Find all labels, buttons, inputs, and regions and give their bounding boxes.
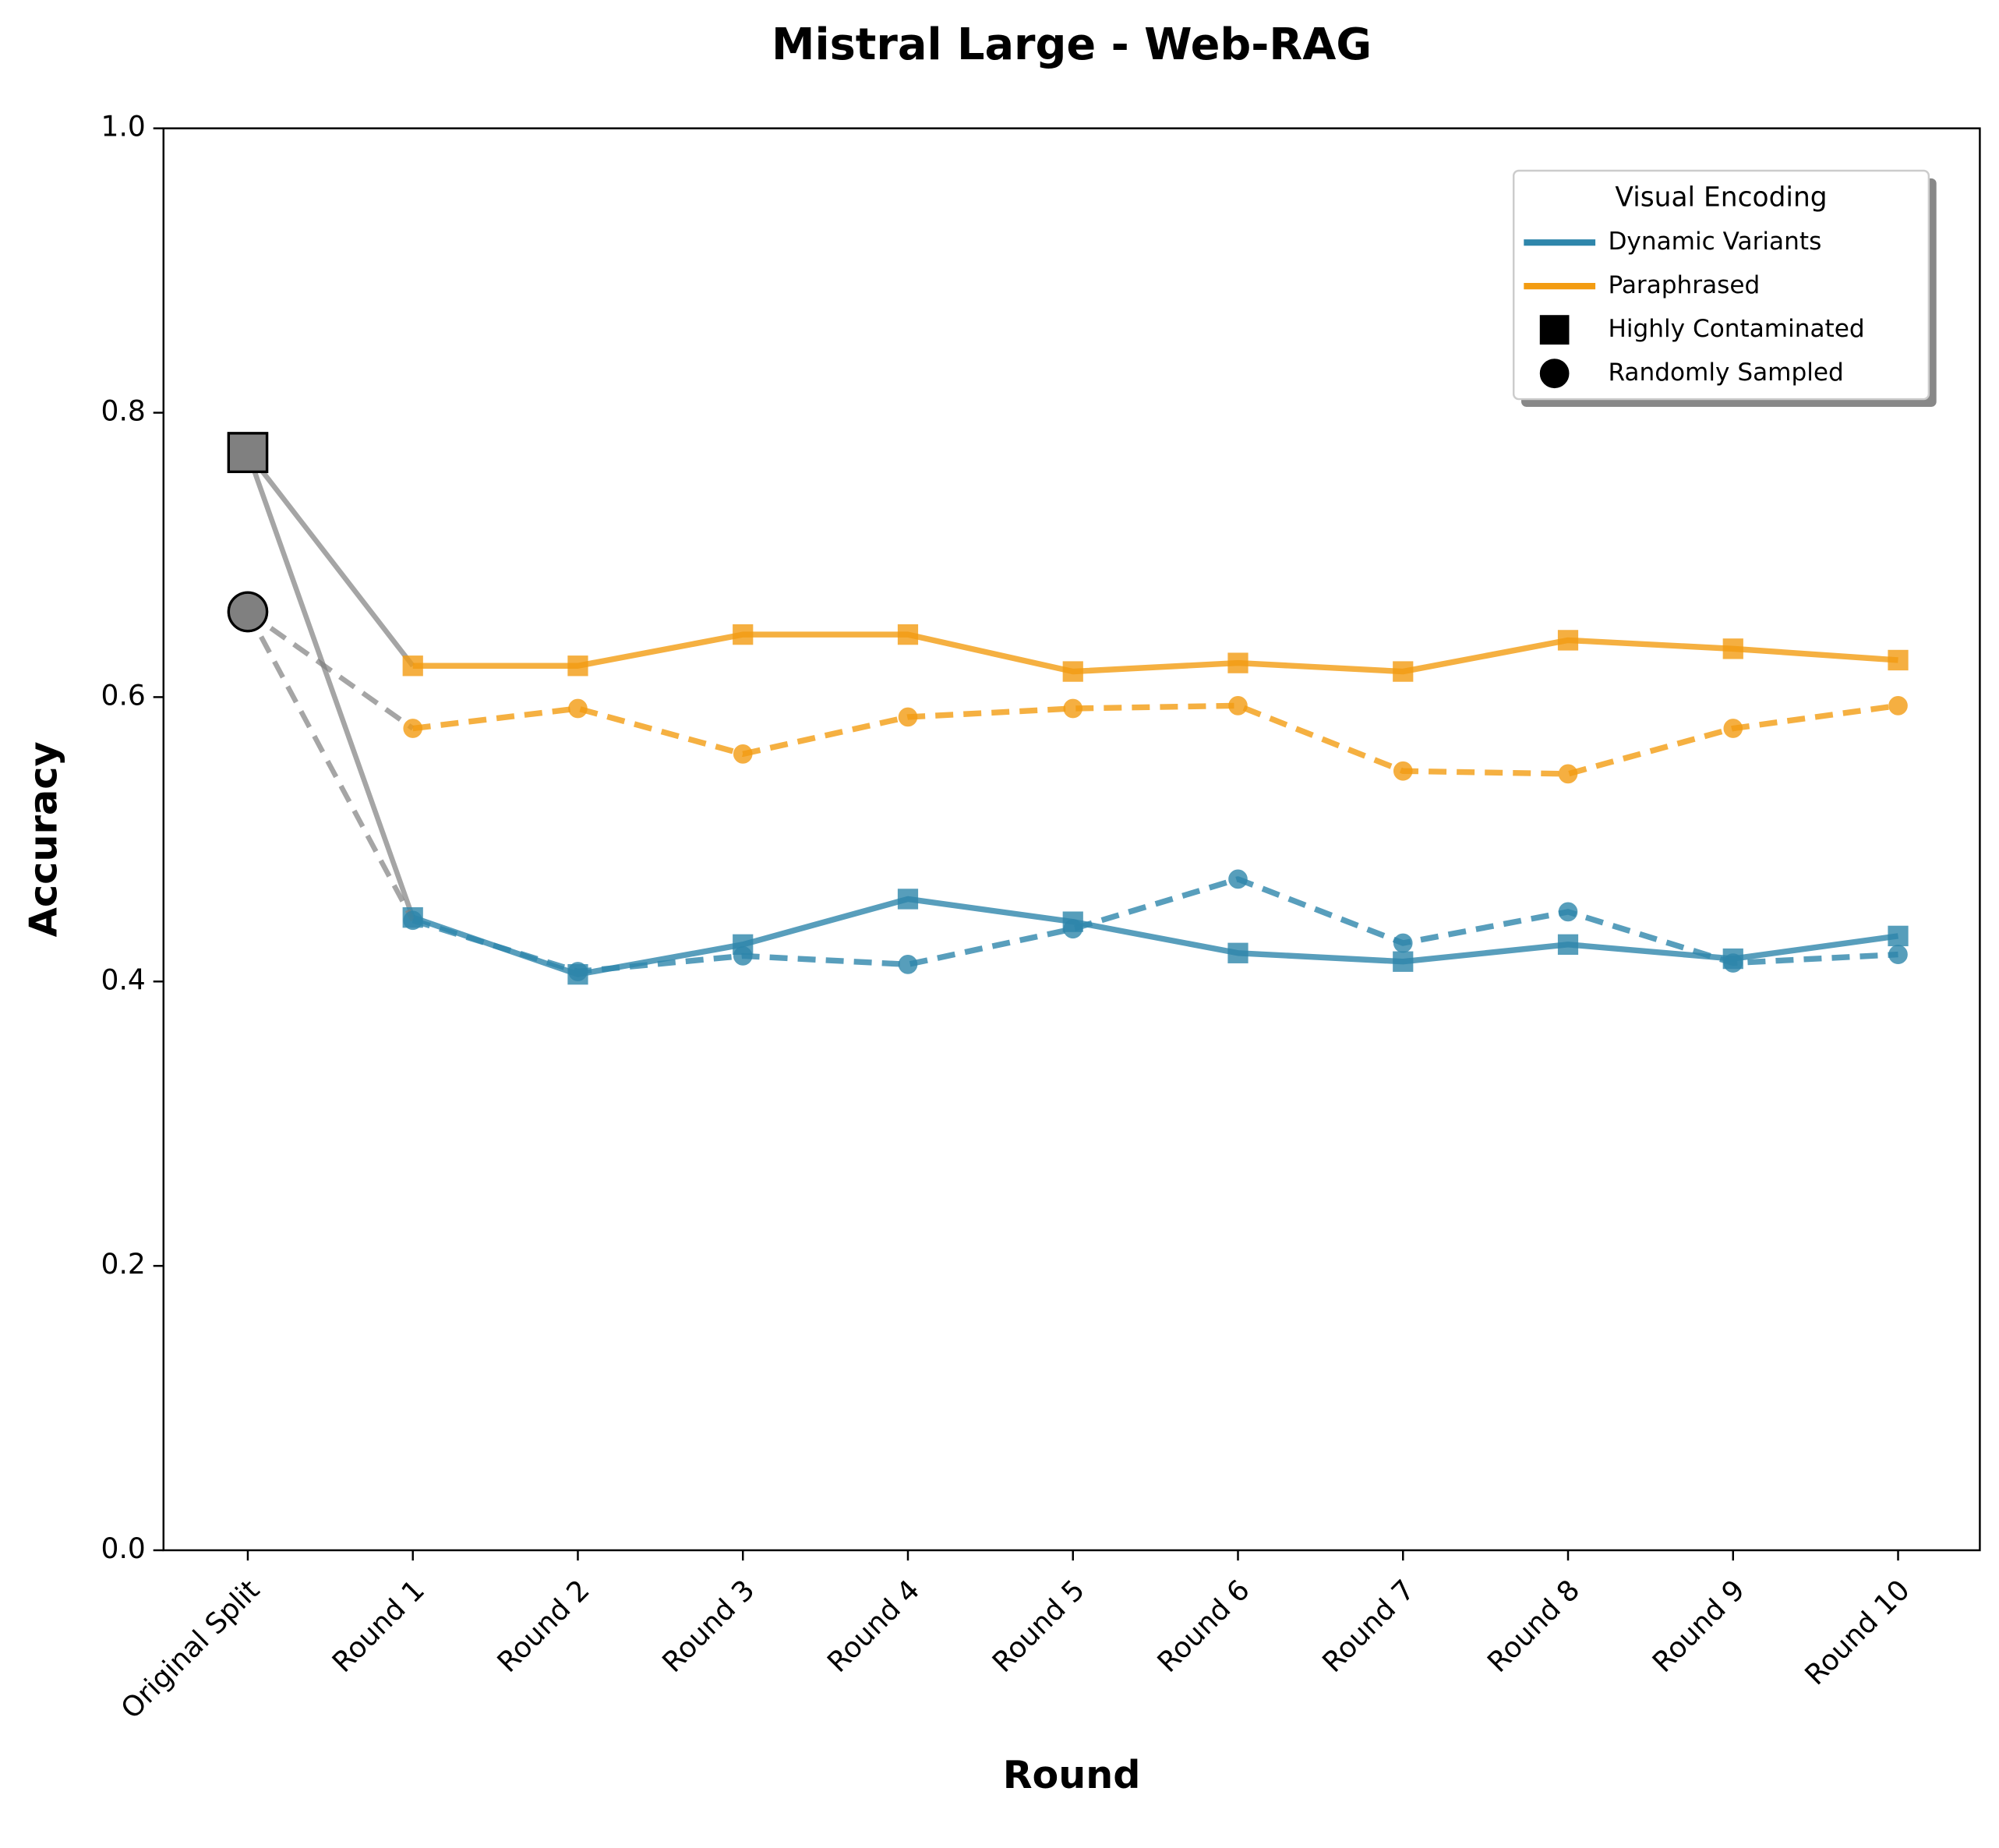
circle-marker — [733, 744, 753, 764]
circle-marker — [403, 910, 423, 931]
circle-marker — [1558, 764, 1578, 784]
circle-marker — [403, 719, 423, 738]
x-axis-label: Round — [1003, 1752, 1141, 1797]
square-marker — [1227, 652, 1248, 673]
circle-marker — [227, 591, 269, 633]
y-tick-label: 0.6 — [101, 678, 146, 712]
square-marker — [897, 624, 919, 645]
series-line — [412, 702, 1899, 777]
square-marker — [1888, 649, 1909, 671]
square-marker — [402, 655, 423, 677]
square-marker — [1557, 630, 1579, 651]
square-marker — [733, 624, 754, 645]
square-marker — [227, 432, 269, 473]
square-marker — [1722, 638, 1743, 659]
square-marker — [1539, 315, 1570, 345]
chart-title: Mistral Large - Web-RAG — [772, 19, 1372, 70]
circle-marker — [1393, 761, 1413, 781]
y-tick-label: 0.0 — [101, 1532, 146, 1565]
circle-marker — [568, 698, 588, 719]
square-marker — [1393, 661, 1414, 682]
legend-box — [1512, 169, 1930, 401]
square-marker — [1393, 951, 1414, 972]
y-tick-label: 0.2 — [101, 1247, 146, 1281]
square-marker — [1888, 925, 1909, 947]
legend-label: Dynamic Variants — [1608, 228, 1821, 256]
circle-marker — [898, 955, 918, 974]
original-connector — [245, 451, 415, 668]
legend-label: Highly Contaminated — [1608, 315, 1864, 343]
original-connector — [245, 610, 415, 922]
square-marker — [897, 889, 919, 910]
circle-marker — [1888, 945, 1908, 964]
square-marker — [567, 655, 588, 677]
y-tick-label: 1.0 — [101, 110, 146, 143]
square-marker — [1227, 942, 1248, 963]
legend-label: Paraphrased — [1608, 271, 1760, 299]
circle-marker — [1888, 695, 1908, 716]
circle-marker — [1063, 698, 1083, 719]
circle-marker — [568, 962, 588, 981]
series-line — [411, 896, 1899, 977]
y-tick-label: 0.8 — [101, 394, 146, 427]
legend-label: Randomly Sampled — [1608, 359, 1843, 387]
y-axis-label: Accuracy — [21, 741, 66, 937]
series-line — [412, 631, 1898, 675]
square-marker — [1062, 661, 1083, 682]
circle-marker — [1228, 869, 1248, 889]
circle-marker — [1228, 695, 1248, 716]
original-connector — [246, 610, 415, 731]
square-marker — [1557, 934, 1579, 956]
circle-marker — [1723, 953, 1743, 973]
circle-marker — [1539, 359, 1570, 389]
original-connector — [245, 451, 415, 919]
circle-marker — [1723, 719, 1743, 738]
series-line — [411, 876, 1898, 975]
circle-marker — [1558, 902, 1578, 922]
legend-title: Visual Encoding — [1615, 182, 1827, 214]
y-tick-label: 0.4 — [101, 963, 146, 996]
circle-marker — [733, 946, 753, 966]
circle-marker — [1063, 919, 1083, 939]
circle-marker — [1393, 933, 1413, 953]
circle-marker — [898, 707, 918, 727]
plot-frame — [162, 127, 1981, 1552]
